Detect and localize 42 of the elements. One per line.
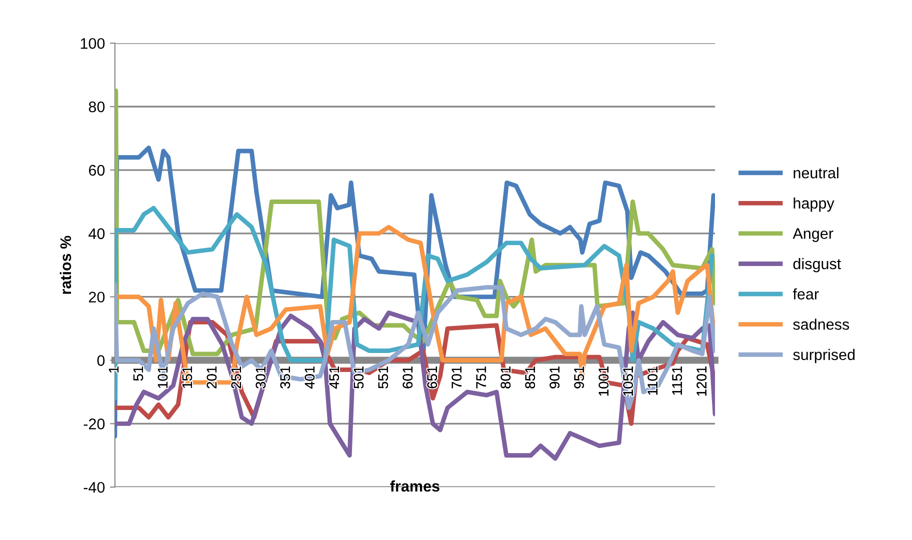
x-tick-label: 451	[329, 366, 340, 389]
x-tick-label: 1201	[696, 366, 706, 396]
x-tick-label: 251	[231, 366, 242, 388]
y-tick-label: 0	[97, 355, 105, 366]
legend-label: neutral	[794, 167, 838, 178]
x-tick-label: 1151	[672, 366, 682, 395]
x-tick-label: 751	[476, 366, 486, 388]
y-axis-title: ratios %	[60, 236, 72, 294]
x-tick-label: 401	[304, 366, 315, 389]
y-tick-label: 80	[88, 101, 105, 112]
x-tick-label: 501	[354, 366, 364, 388]
legend-label: Anger	[792, 228, 834, 242]
legend-label: surprised	[793, 348, 855, 364]
legend-label: disgust	[793, 258, 841, 272]
y-tick-label: -20	[84, 418, 105, 430]
x-tick-label: 101	[158, 366, 168, 388]
x-tick-label: 1051	[623, 366, 634, 396]
y-tick-label: -40	[84, 482, 105, 493]
x-axis-title: frames	[390, 480, 440, 492]
x-tick-label: 901	[550, 366, 560, 388]
legend-label: fear	[792, 288, 819, 300]
x-tick-label: 51	[133, 366, 144, 381]
x-tick-label: 651	[427, 366, 438, 388]
x-tick-label: 1101	[648, 366, 658, 395]
y-tick-label: 40	[88, 228, 105, 240]
x-tick-label: 801	[500, 366, 511, 388]
x-tick-label: 851	[525, 366, 536, 388]
x-tick-label: 1001	[598, 366, 609, 396]
x-tick-label: 301	[256, 366, 266, 388]
x-tick-label: 951	[574, 366, 584, 388]
y-tick-label: 20	[88, 292, 105, 303]
y-tick-label: 60	[88, 164, 105, 176]
legend-label: sadness	[793, 318, 850, 330]
x-tick-label: 701	[452, 366, 462, 388]
x-tick-label: 551	[378, 366, 388, 388]
x-tick-label: 201	[206, 366, 217, 388]
x-tick-label: 1	[108, 366, 119, 372]
x-tick-label: 151	[182, 366, 192, 388]
x-tick-label: 601	[402, 366, 413, 388]
legend-label: happy	[794, 197, 834, 212]
y-tick-label: 100	[80, 38, 105, 49]
x-tick-label: 351	[280, 366, 290, 388]
